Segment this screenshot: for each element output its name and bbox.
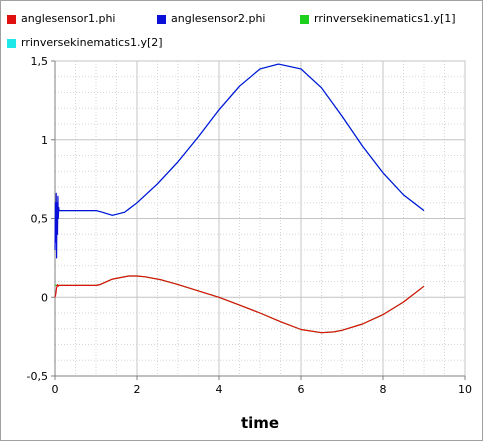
x-tick-label: 2 [134,383,141,396]
series-line-anglesensor2-phi [54,63,425,259]
series-lines [54,63,425,334]
y-tick-label: 1 [41,134,48,147]
legend-swatch [300,15,309,24]
legend-swatch [7,15,16,24]
y-tick-label: -0,5 [27,370,48,383]
legend-swatch [7,39,16,48]
x-tick-label: 0 [52,383,59,396]
x-tick-label: 6 [298,383,305,396]
legend: anglesensor1.phi anglesensor2.phi rrinve… [1,1,482,53]
axes: 0 2 4 6 8 10 -0,5 0 0,5 1 1,5 [27,55,472,396]
series-line-anglesensor1-phi [54,275,425,334]
legend-label: anglesensor2.phi [171,12,266,25]
legend-swatch [157,15,166,24]
x-tick-label: 4 [216,383,223,396]
legend-label: rrinversekinematics1.y[1] [314,12,456,25]
y-tick-label: 0,5 [31,213,49,226]
legend-label: rrinversekinematics1.y[2] [21,36,163,49]
x-tick-label: 8 [380,383,387,396]
x-tick-label: 10 [458,383,472,396]
y-tick-label: 0 [41,291,48,304]
legend-label: anglesensor1.phi [21,12,116,25]
x-axis-title: time [241,414,279,432]
y-tick-label: 1,5 [31,55,49,68]
